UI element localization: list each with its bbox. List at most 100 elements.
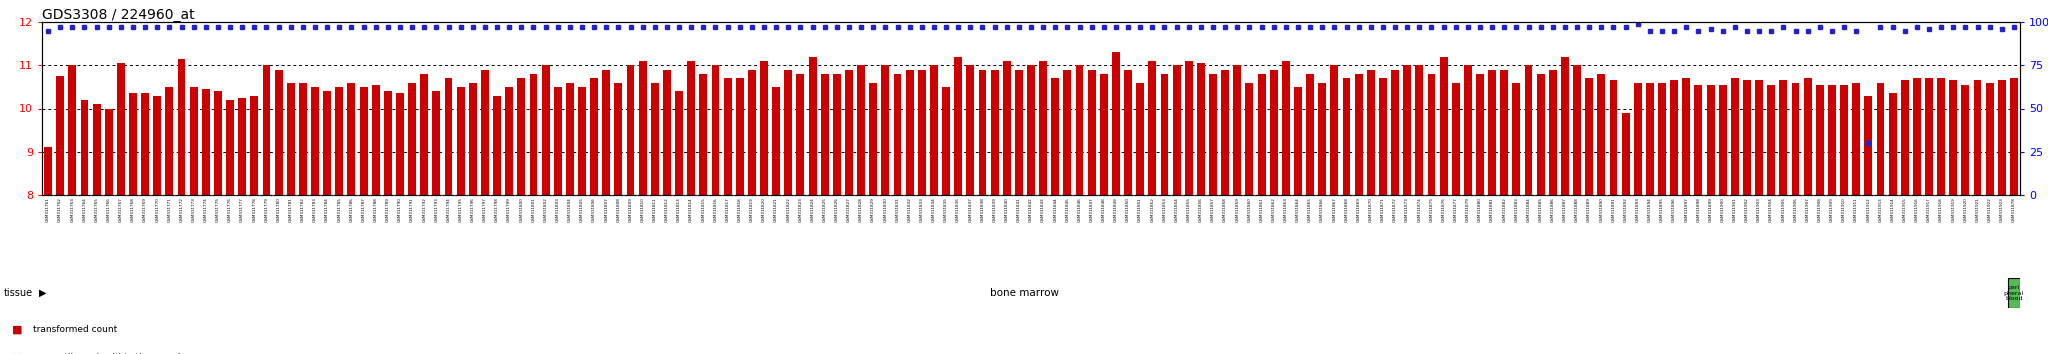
Bar [1999,80,2005,195]
Bar [348,82,356,195]
Text: GSM311897: GSM311897 [1683,198,1688,222]
Bar [784,70,793,195]
Bar [1343,78,1350,195]
Bar [918,70,926,195]
Text: GSM311873: GSM311873 [1405,198,1409,222]
Bar [166,87,174,195]
Text: GSM311764: GSM311764 [82,198,86,222]
Text: ■: ■ [12,324,23,334]
Bar [723,78,731,195]
Bar [1573,65,1581,195]
Bar [1075,65,1083,195]
Bar [1137,82,1145,195]
Text: GSM311824: GSM311824 [811,198,815,222]
Text: GSM311876: GSM311876 [1442,198,1446,222]
Bar [80,100,88,195]
Bar [979,70,987,195]
Text: bone marrow: bone marrow [991,288,1059,298]
Text: GSM311779: GSM311779 [264,198,268,222]
Bar [395,93,403,195]
Text: GSM311810: GSM311810 [641,198,645,222]
Text: GSM311831: GSM311831 [895,198,899,222]
Bar [408,82,416,195]
Text: GSM311805: GSM311805 [580,198,584,222]
Text: GSM311889: GSM311889 [1587,198,1591,222]
Bar [748,70,756,195]
Bar [1087,70,1096,195]
Bar [1477,74,1485,195]
Text: GSM311858: GSM311858 [1223,198,1227,222]
Text: GSM311822: GSM311822 [786,198,791,222]
Bar [846,70,852,195]
Text: GSM311811: GSM311811 [653,198,657,222]
Text: GSM311763: GSM311763 [70,198,74,222]
Text: GSM311856: GSM311856 [1198,198,1202,222]
Text: GSM311907: GSM311907 [1806,198,1810,222]
Text: GSM311879: GSM311879 [1466,198,1470,222]
Text: GSM311866: GSM311866 [1321,198,1325,222]
Bar [530,74,537,195]
Bar [1270,70,1278,195]
Bar [858,65,864,195]
Text: GSM311871: GSM311871 [1380,198,1384,222]
Text: GSM311922: GSM311922 [1989,198,1991,222]
Bar [1962,85,1970,195]
Text: GSM311801: GSM311801 [532,198,535,222]
Text: GSM311788: GSM311788 [373,198,377,222]
Text: GSM311880: GSM311880 [1479,198,1483,222]
Bar [821,74,829,195]
Bar [178,59,186,195]
Bar [1659,82,1665,195]
Bar [905,70,913,195]
Bar [420,74,428,195]
Text: GSM311782: GSM311782 [301,198,305,222]
Bar [213,91,221,195]
Bar [735,78,743,195]
Text: GSM311767: GSM311767 [119,198,123,222]
Text: GSM311860: GSM311860 [1247,198,1251,222]
Text: GSM311884: GSM311884 [1526,198,1530,222]
Text: GSM311862: GSM311862 [1272,198,1276,222]
Bar [627,65,635,195]
Text: GSM311875: GSM311875 [1430,198,1434,222]
Text: GSM311776: GSM311776 [227,198,231,222]
Bar [311,87,319,195]
Bar [457,87,465,195]
Text: GSM311863: GSM311863 [1284,198,1288,222]
Bar [1403,65,1411,195]
Text: GSM311774: GSM311774 [205,198,207,222]
Text: GSM311835: GSM311835 [944,198,948,222]
Text: GSM311911: GSM311911 [1853,198,1858,222]
Text: GSM311900: GSM311900 [1720,198,1724,222]
Text: GSM311864: GSM311864 [1296,198,1300,222]
Text: GSM311914: GSM311914 [1890,198,1894,222]
Bar [1925,78,1933,195]
Text: GSM311861: GSM311861 [1260,198,1264,222]
Text: GSM311775: GSM311775 [215,198,219,222]
Bar [1731,78,1739,195]
Bar [1706,85,1714,195]
Text: GSM311797: GSM311797 [483,198,487,222]
Bar [1161,74,1169,195]
Bar [930,65,938,195]
Text: GSM311913: GSM311913 [1878,198,1882,222]
Bar [1282,61,1290,195]
Text: GSM311780: GSM311780 [276,198,281,222]
Bar [1196,63,1204,195]
Bar [711,65,719,195]
Text: GSM311768: GSM311768 [131,198,135,222]
Bar [1767,85,1776,195]
Bar [117,63,125,195]
Bar [1829,85,1835,195]
Text: ■: ■ [12,353,23,354]
Text: GSM311792: GSM311792 [422,198,426,222]
Bar [92,104,100,195]
Bar [1524,65,1532,195]
Bar [2009,78,2017,195]
Text: GSM311894: GSM311894 [1649,198,1653,222]
Bar [1585,78,1593,195]
Text: GSM311787: GSM311787 [362,198,367,222]
Text: GSM311791: GSM311791 [410,198,414,222]
Text: GSM311891: GSM311891 [1612,198,1616,222]
Bar [68,65,76,195]
